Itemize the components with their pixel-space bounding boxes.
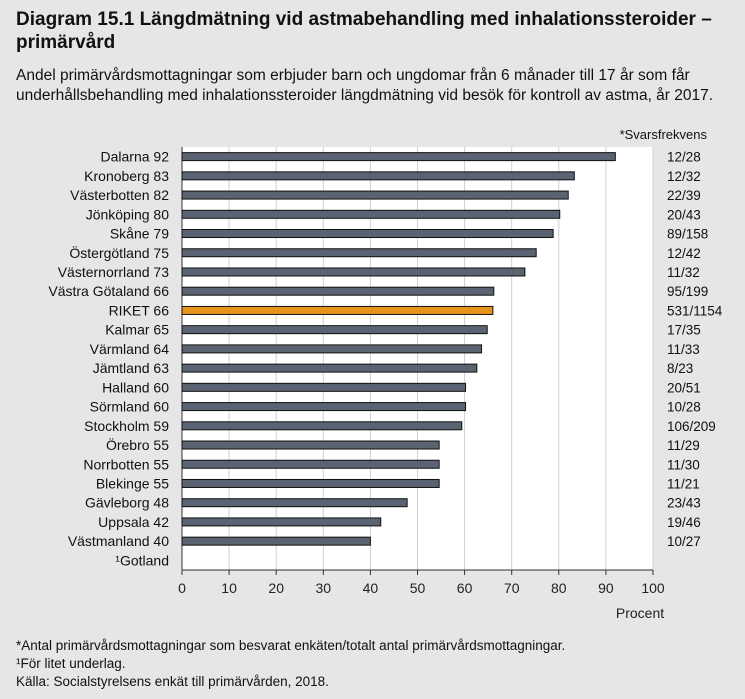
category-label: Jönköping 80 — [86, 206, 170, 222]
bar — [181, 325, 488, 335]
bar — [181, 459, 440, 469]
bar — [181, 478, 440, 488]
response-rate: 23/43 — [667, 496, 701, 511]
category-label: Västmanland 40 — [68, 533, 169, 549]
response-rate: 22/39 — [667, 188, 701, 203]
category-label: Skåne 79 — [110, 226, 169, 242]
x-tick-label: 0 — [178, 580, 186, 596]
x-tick-label: 60 — [457, 580, 473, 596]
category-label: Östergötland 75 — [69, 244, 169, 261]
category-label: ¹Gotland — [115, 552, 169, 568]
x-tick-label: 50 — [410, 580, 426, 596]
x-tick-label: 70 — [504, 580, 520, 596]
category-label: Dalarna 92 — [101, 149, 170, 165]
response-rate-header: *Svarsfrekvens — [619, 127, 707, 142]
footnote-small-sample: ¹För litet underlag. — [16, 656, 126, 671]
category-label: Sörmland 60 — [90, 399, 170, 415]
bar — [181, 363, 478, 373]
bar — [181, 229, 554, 239]
bar — [181, 382, 467, 392]
footnote-source: Källa: Socialstyrelsens enkät till primä… — [16, 674, 329, 689]
category-label: RIKET 66 — [109, 302, 170, 318]
response-rate: 12/28 — [667, 150, 701, 165]
response-rate: 19/46 — [667, 515, 701, 530]
category-label: Värmland 64 — [90, 341, 170, 357]
category-label: Blekinge 55 — [96, 475, 169, 491]
response-rate: 20/43 — [667, 207, 701, 222]
bar — [181, 498, 408, 508]
bar — [181, 421, 463, 431]
response-rate: 11/29 — [667, 438, 700, 453]
category-label: Västerbotten 82 — [70, 187, 169, 203]
response-rate: 10/28 — [667, 400, 701, 415]
x-axis-label: Procent — [616, 605, 664, 621]
category-label: Jämtland 63 — [93, 360, 169, 376]
chart-title: Diagram 15.1 Längdmätning vid astmabehan… — [16, 9, 712, 53]
response-rate: 17/35 — [667, 323, 701, 338]
category-label: Kronoberg 83 — [84, 168, 169, 184]
category-label: Örebro 55 — [106, 436, 169, 453]
category-label: Gävleborg 48 — [85, 495, 169, 511]
response-rate: 531/1154 — [667, 303, 723, 318]
x-tick-label: 100 — [641, 580, 665, 596]
bar — [181, 152, 616, 162]
chart-subtitle: Andel primärvårdsmottagningar som erbjud… — [16, 67, 714, 104]
bar — [181, 536, 371, 546]
category-label: Uppsala 42 — [98, 514, 169, 530]
bar — [181, 305, 494, 315]
response-rate: 95/199 — [667, 284, 708, 299]
response-rate: 10/27 — [667, 534, 701, 549]
bar — [181, 517, 382, 527]
response-rate: 20/51 — [667, 380, 701, 395]
response-rate: 106/209 — [667, 419, 716, 434]
bar — [181, 267, 526, 277]
x-tick-label: 30 — [316, 580, 332, 596]
response-rate: 12/32 — [667, 169, 701, 184]
response-rate: 12/42 — [667, 246, 701, 261]
bar — [181, 440, 440, 450]
response-rate: 11/33 — [667, 342, 700, 357]
response-rate: 89/158 — [667, 227, 708, 242]
category-label: Norrbotten 55 — [83, 456, 169, 472]
bar — [181, 209, 561, 219]
bar — [181, 248, 537, 258]
x-tick-label: 10 — [221, 580, 237, 596]
x-tick-label: 90 — [598, 580, 614, 596]
category-label: Kalmar 65 — [105, 322, 169, 338]
category-label: Stockholm 59 — [84, 418, 169, 434]
response-rate: 11/21 — [667, 476, 700, 491]
bar — [181, 190, 569, 200]
x-tick-label: 80 — [551, 580, 567, 596]
footnote-response-rate: *Antal primärvårdsmottagningar som besva… — [16, 638, 566, 653]
response-rate: 8/23 — [667, 361, 693, 376]
bar — [181, 286, 495, 296]
x-tick-label: 20 — [268, 580, 284, 596]
x-tick-label: 40 — [363, 580, 379, 596]
category-label: Västra Götaland 66 — [48, 283, 169, 299]
bar — [181, 344, 483, 354]
category-label: Halland 60 — [102, 379, 169, 395]
bar — [181, 171, 575, 181]
bar — [181, 402, 467, 412]
response-rate: 11/30 — [667, 457, 700, 472]
category-label: Västernorrland 73 — [58, 264, 170, 280]
response-rate: 11/32 — [667, 265, 700, 280]
